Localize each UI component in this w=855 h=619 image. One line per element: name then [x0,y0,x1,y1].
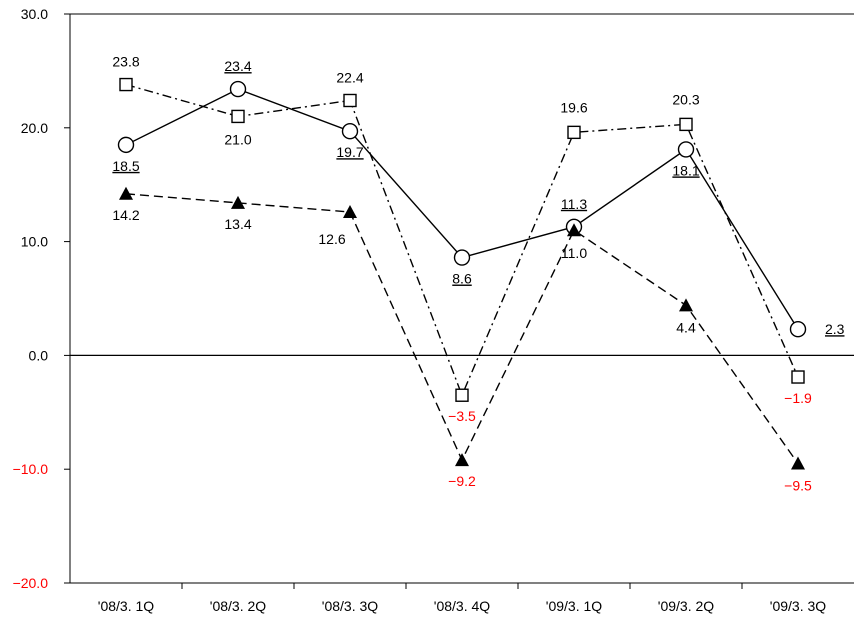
data-label: −1.9 [784,390,812,406]
x-tick-label: '09/3. 2Q [658,598,714,614]
series-line-open-circle [125,88,799,330]
data-point-square [231,109,245,124]
data-point-triangle [791,456,805,470]
data-label: −9.5 [784,478,812,494]
data-point-square [567,125,581,140]
data-label: 19.6 [560,99,587,115]
data-label: 11.0 [561,245,587,261]
y-tick-label: 0.0 [29,347,49,363]
x-tick-label: '09/3. 1Q [546,598,602,614]
data-point-square [343,93,357,108]
data-point-circle [677,141,695,158]
data-point-triangle [343,205,357,219]
data-label: −3.5 [448,408,476,424]
data-point-triangle [231,195,245,209]
y-tick-label: −10.0 [13,461,49,477]
data-point-circle [341,123,359,140]
data-point-square [679,117,693,132]
data-label: 13.4 [224,216,251,232]
x-tick-label: '08/3. 2Q [210,598,266,614]
data-point-triangle [119,186,133,200]
data-point-square [455,388,469,402]
y-tick-label: −20.0 [13,575,49,591]
data-point-circle [789,321,807,338]
data-point-circle [117,136,135,154]
data-label: 20.3 [672,91,699,107]
data-label: −9.2 [448,473,476,489]
data-label: 21.0 [224,131,251,147]
data-point-triangle [679,298,693,312]
data-label: 8.6 [452,271,472,287]
x-tick-label: '08/3. 4Q [434,598,490,614]
data-label: 22.4 [336,69,363,85]
data-labels: 18.5 23.4 19.7 8.6 11.3 18.1 2.3 23.8 21.0 22.4 −3… [112,54,844,494]
y-tick-label: 10.0 [21,234,48,250]
data-label: 23.4 [224,58,251,74]
data-label: 18.5 [112,158,139,174]
x-tick-label: '08/3. 1Q [98,598,154,614]
data-point-square [791,370,805,384]
data-label: 18.1 [672,162,699,178]
data-point-triangle [455,453,469,467]
data-label: 23.8 [112,54,139,70]
data-point-circle [453,249,471,266]
data-label: 19.7 [336,144,363,160]
axes: 30.0 20.0 10.0 0.0 −10.0 −20.0 '08/3. 1Q '08/3.… [13,6,854,614]
y-tick-label: 20.0 [21,120,48,136]
series-markers [117,77,807,470]
data-label: 4.4 [676,319,696,335]
data-label: 12.6 [318,231,345,247]
data-label: 2.3 [825,321,845,337]
data-point-triangle [567,223,581,237]
x-tick-label: '09/3. 3Q [770,598,826,614]
data-point-circle [229,80,247,98]
x-tick-label: '08/3. 3Q [322,598,378,614]
data-label: 11.3 [561,196,587,212]
y-tick-label: 30.0 [21,6,48,22]
data-point-square [119,77,133,92]
data-label: 14.2 [112,207,139,223]
